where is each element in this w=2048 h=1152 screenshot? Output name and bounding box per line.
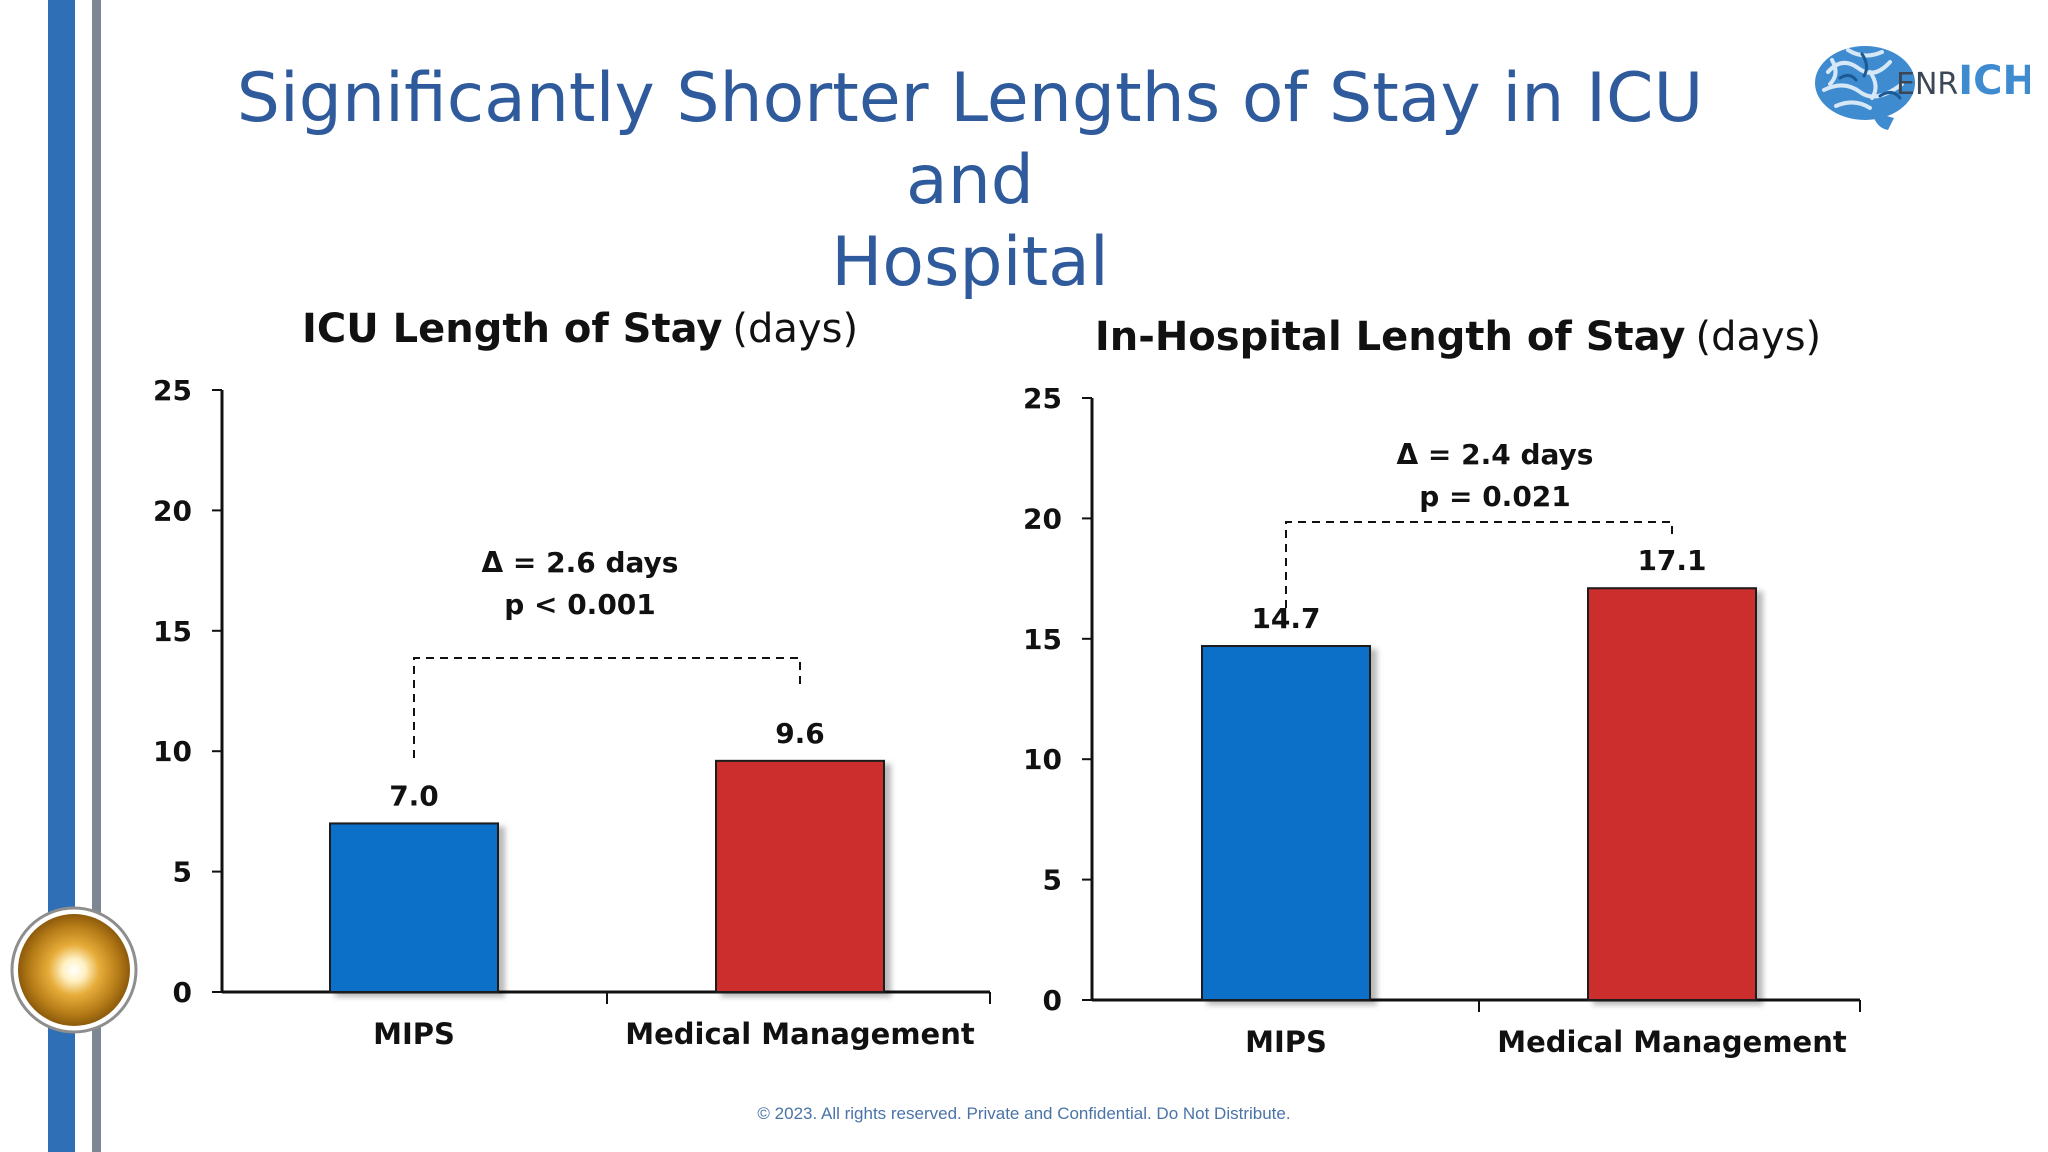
- chart-hospital-p-value-label: p = 0.021: [1419, 480, 1571, 513]
- icu-y-tick-label: 10: [153, 735, 192, 768]
- logo-text-enr: ENR: [1896, 67, 1958, 102]
- hospital-y-tick-label: 20: [1023, 502, 1062, 535]
- brain-icon: [1815, 46, 1915, 130]
- slide-title-line-1: Significantly Shorter Lengths of Stay in…: [236, 59, 1704, 220]
- icu-y-tick-label: 15: [153, 615, 192, 648]
- icu-y-tick-label: 25: [153, 374, 192, 407]
- chart-hospital-delta-label: Δ = 2.4 days: [1397, 438, 1594, 471]
- icu-value-label: 9.6: [775, 717, 825, 750]
- slide-title-line-2: Hospital: [831, 223, 1109, 302]
- hospital-y-tick-label: 25: [1023, 382, 1062, 415]
- chart-icu-significance-bracket: [413, 657, 801, 758]
- left-grey-stripe: [92, 0, 101, 1152]
- hospital-category-label: MIPS: [1245, 1025, 1327, 1059]
- chart-icu-title-unit: (days): [732, 306, 858, 352]
- chart-icu-y-ticks: 0 5 10 15 20 25: [153, 374, 222, 1009]
- icu-bar-medical-management: [715, 759, 885, 993]
- hospital-bar-medical-management: [1587, 587, 1757, 1001]
- icu-value-label: 7.0: [389, 779, 439, 812]
- chart-icu-p-value-label: p < 0.001: [504, 588, 656, 621]
- chart-hospital-title-main: In-Hospital Length of Stay: [1095, 314, 1686, 360]
- slide-title: Significantly Shorter Lengths of Stay in…: [220, 58, 1720, 304]
- hospital-value-label: 17.1: [1637, 544, 1706, 577]
- icu-y-tick-label: 5: [173, 856, 192, 889]
- footer-copyright: © 2023. All rights reserved. Private and…: [757, 1104, 1291, 1123]
- chart-icu-bars: [329, 759, 885, 993]
- icu-category-label: Medical Management: [625, 1017, 975, 1051]
- chart-hospital-significance-bracket: [1285, 521, 1673, 608]
- hospital-bar-mips: [1201, 645, 1371, 1001]
- chart-icu-title: ICU Length of Stay (days): [302, 306, 858, 352]
- chart-hospital-y-ticks: 0 5 10 15 20 25: [1023, 382, 1092, 1017]
- hospital-y-tick-label: 10: [1023, 743, 1062, 776]
- icu-y-tick-label: 0: [173, 976, 192, 1009]
- logo-text-ich: ICH: [1958, 58, 2030, 104]
- svg-text:ENRICH: ENRICH: [1896, 58, 2030, 104]
- enrich-logo: ENRICH: [1815, 46, 2030, 130]
- icu-y-tick-label: 20: [153, 494, 192, 527]
- icu-category-label: MIPS: [373, 1017, 455, 1051]
- chart-icu-delta-label: Δ = 2.6 days: [482, 546, 679, 579]
- hospital-category-label: Medical Management: [1497, 1025, 1847, 1059]
- chart-icu-labels: 7.0 MIPS 9.6 Medical Management: [373, 717, 975, 1051]
- chart-in-hospital-length-of-stay: In-Hospital Length of Stay (days) Δ = 2.4…: [1023, 314, 1861, 1059]
- hospital-y-tick-label: 5: [1043, 864, 1062, 897]
- icu-bar-mips: [329, 822, 499, 993]
- gold-medallion-icon: [10, 906, 138, 1034]
- chart-icu-title-main: ICU Length of Stay: [302, 306, 722, 352]
- chart-hospital-bars: [1201, 587, 1757, 1001]
- chart-hospital-title: In-Hospital Length of Stay (days): [1095, 314, 1821, 360]
- chart-hospital-title-unit: (days): [1696, 314, 1822, 360]
- hospital-y-tick-label: 15: [1023, 623, 1062, 656]
- chart-icu-length-of-stay: ICU Length of Stay (days) Δ = 2.6 days p …: [153, 306, 991, 1051]
- hospital-y-tick-label: 0: [1043, 984, 1062, 1017]
